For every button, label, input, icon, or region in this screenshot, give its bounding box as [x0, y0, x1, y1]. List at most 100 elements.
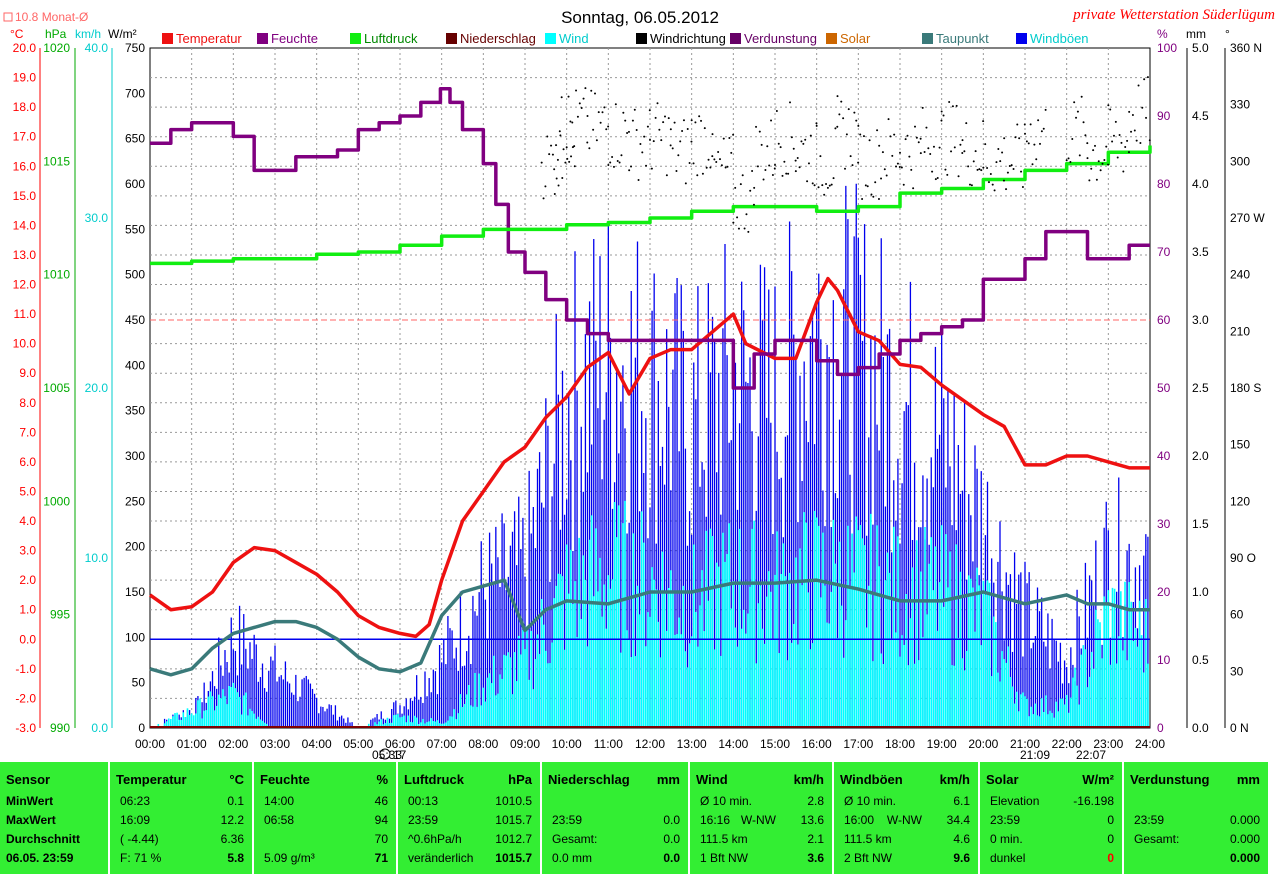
windrichtung-point [700, 119, 703, 122]
row-label: 23:59 [1134, 813, 1165, 827]
windrichtung-point [566, 157, 569, 160]
windrichtung-point [1105, 145, 1108, 148]
windrichtung-point [681, 129, 684, 132]
legend-label-temperatur: Temperatur [176, 31, 242, 46]
windrichtung-point [970, 184, 973, 187]
table-row: 1 Bft NW 3.6 [696, 851, 828, 870]
windrichtung-point [770, 119, 773, 122]
temp-tick: 8.0 [19, 396, 36, 410]
header-label: Temperatur [116, 772, 187, 787]
pct-tick: 0 [1157, 721, 1164, 735]
unit-celsius: °C [10, 27, 24, 41]
windrichtung-point [542, 197, 545, 200]
header-label: Verdunstung [1130, 772, 1210, 787]
table-row: MaxWert [6, 813, 104, 832]
windrichtung-point [965, 122, 968, 125]
legend-label-solar: Solar [840, 31, 871, 46]
windrichtung-point [1137, 84, 1140, 87]
row-value: 9.6 [953, 851, 970, 865]
windrichtung-point [787, 172, 790, 175]
windrichtung-point [1094, 144, 1096, 147]
windrichtung-point [880, 177, 883, 180]
time-tick: 13:00 [677, 737, 707, 751]
row-value: 1010.5 [495, 794, 532, 808]
windrichtung-point [936, 176, 939, 179]
windrichtung-point [836, 125, 839, 128]
row-value: 3.6 [807, 851, 824, 865]
windrichtung-point [934, 178, 937, 181]
windrichtung-point [713, 158, 716, 161]
windrichtung-point [1033, 143, 1036, 146]
windrichtung-point [853, 111, 856, 114]
table-header: Verdunstung mm [1130, 772, 1264, 791]
row-label: 0.0 mm [552, 851, 593, 865]
wm2-tick: 550 [125, 222, 145, 236]
legend-label-feuchte: Feuchte [271, 31, 318, 46]
row-label: Durchschnitt [6, 832, 81, 846]
dir-tick: 60 [1230, 608, 1244, 622]
windrichtung-point [601, 111, 604, 114]
windrichtung-point [624, 119, 627, 122]
windrichtung-point [1020, 170, 1023, 173]
row-label: 0 min. [990, 832, 1023, 846]
windrichtung-point [889, 135, 892, 138]
windrichtung-point [1024, 132, 1026, 135]
pct-tick: 80 [1157, 177, 1171, 191]
windrichtung-point [1067, 157, 1070, 160]
table-column-windböen: Windböen km/h Ø 10 min. 6.1 16:00 W-NW 34.4 111… [834, 762, 980, 874]
time-tick: 05:00 [343, 737, 373, 751]
windrichtung-point [1023, 123, 1026, 126]
legend-swatch-solar [826, 33, 837, 44]
table-row: 23:59 0.000 [1130, 813, 1264, 832]
row-label: 23:59 [552, 813, 583, 827]
table-header: Solar W/m² [986, 772, 1118, 791]
pct-tick: 10 [1157, 653, 1171, 667]
table-header: Feuchte% [260, 772, 392, 791]
windrichtung-point [948, 100, 951, 103]
time-tick: 18:00 [885, 737, 915, 751]
windrichtung-point [802, 142, 805, 145]
windrichtung-point [669, 128, 672, 131]
windrichtung-point [1084, 134, 1087, 137]
dir-tick: 0 N [1230, 721, 1249, 735]
windrichtung-point [857, 124, 860, 127]
table-column-verdunstung: Verdunstung mm 23:59 0.000 Gesamt: 0.000 0.000 [1124, 762, 1270, 874]
windrichtung-point [991, 183, 994, 186]
windrichtung-point [698, 115, 701, 118]
windrichtung-point [690, 140, 693, 143]
time-tick: 22:00 [1052, 737, 1082, 751]
windrichtung-point [703, 127, 706, 130]
table-row: 70 [260, 832, 392, 851]
monthly-avg-label: 10.8 Monat-Ø [15, 10, 88, 24]
table-row: 0.0 mm 0.0 [548, 851, 684, 870]
windrichtung-point [878, 144, 881, 147]
table-row: 23:59 0 [986, 813, 1118, 832]
windrichtung-point [597, 111, 600, 114]
table-header: Wind km/h [696, 772, 828, 791]
windrichtung-point [711, 133, 714, 136]
time-tick: 24:00 [1135, 737, 1165, 751]
windrichtung-point [1018, 137, 1021, 140]
windrichtung-point [630, 165, 633, 168]
windrichtung-point [773, 167, 776, 170]
table-column-feuchte: Feuchte% 14:00 46 06:58 94 70 5.09 g/m³ 71 [254, 762, 398, 874]
windrichtung-point [567, 95, 570, 98]
table-row [1130, 794, 1264, 813]
windrichtung-point [904, 138, 907, 141]
time-tick: 00:00 [135, 737, 165, 751]
windrichtung-point [557, 184, 560, 187]
windrichtung-point [1133, 129, 1136, 132]
row-value: 6.1 [953, 794, 970, 808]
row-value: 94 [374, 813, 388, 827]
windrichtung-point [559, 134, 562, 137]
windrichtung-point [942, 114, 945, 117]
dir-tick: 120 [1230, 494, 1250, 508]
windrichtung-point [609, 161, 612, 164]
windrichtung-point [553, 192, 556, 195]
row-label: ^0.6hPa/h [408, 832, 462, 846]
pct-tick: 100 [1157, 41, 1177, 55]
table-row: ^0.6hPa/h 1012.7 [404, 832, 536, 851]
row-value: 1015.7 [495, 851, 532, 865]
pct-tick: 20 [1157, 585, 1171, 599]
windrichtung-point [586, 141, 589, 144]
